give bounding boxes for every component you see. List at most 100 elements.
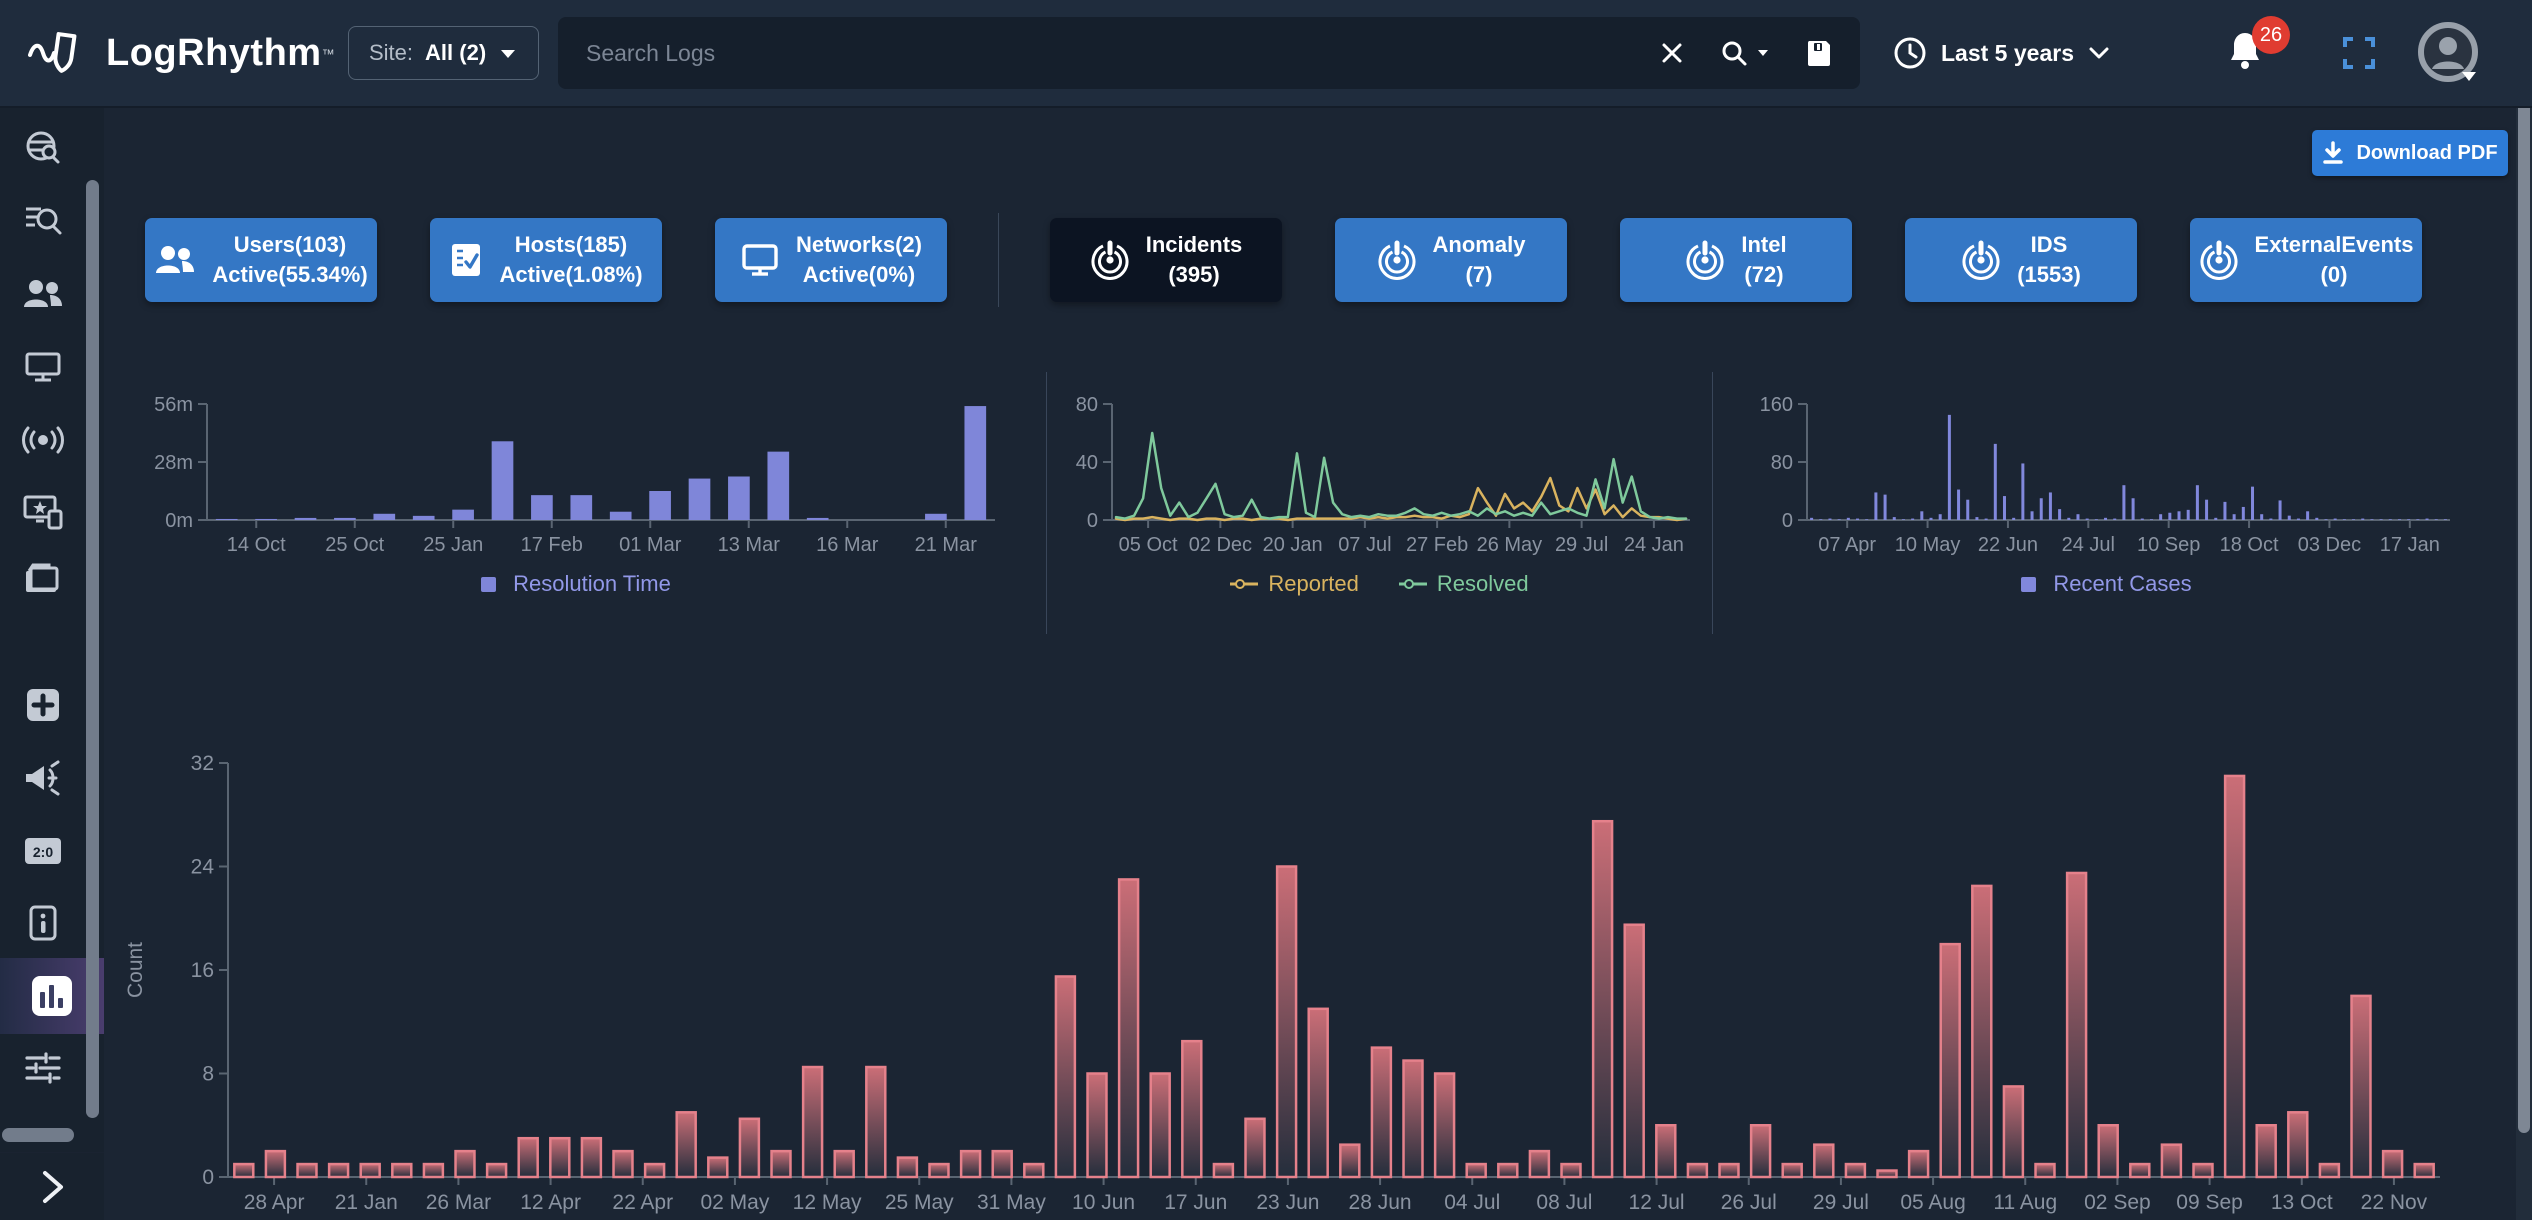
bar [1907,1149,1930,1179]
bar [896,1156,919,1179]
time-range-value: Last 5 years [1941,39,2074,66]
bar [2085,518,2089,520]
bar [1212,1162,1235,1179]
page-scrollbar-thumb[interactable] [2518,25,2530,1133]
sidebar-item-add[interactable] [0,673,86,737]
search-bar [558,17,1860,89]
bar [454,1149,476,1179]
bar [1591,819,1614,1179]
bar [294,517,317,520]
sidebar-item-deployment-monitor[interactable] [0,480,86,544]
site-selector[interactable]: Site: All (2) [348,26,540,80]
svg-text:80: 80 [1075,394,1097,416]
bar [1465,1162,1487,1179]
svg-text:26 May: 26 May [1476,534,1542,556]
legend-marker-icon [1398,579,1427,589]
bar [964,406,987,520]
card-incidents[interactable]: Incidents (395) [1050,218,1282,302]
chevron-down-icon [501,50,516,58]
search-input[interactable] [586,39,1660,67]
sidebar-item-reports[interactable] [0,891,86,955]
device-star-icon [23,495,63,530]
user-menu[interactable] [2418,22,2478,82]
bar [2425,518,2429,520]
bar [1370,1046,1393,1179]
card-external-events[interactable]: ExternalEvents (0) [2190,218,2422,302]
search-submit-button[interactable] [1720,39,1770,67]
svg-text:28m: 28m [154,452,193,474]
download-pdf-button[interactable]: Download PDF [2312,130,2508,176]
pulse-icon [1091,240,1129,280]
svg-text:29 Jul: 29 Jul [1813,1191,1869,1214]
sidebar-item-network-activity[interactable] [0,408,86,472]
bar [865,1065,887,1179]
reported-resolved-chart: 0 40 80 05 Oct 02 Dec 20 Jan 07 Jul 27 Feb 26 Ma… [1075,394,1690,556]
bar [1874,492,1878,520]
sidebar-item-users[interactable] [0,262,86,326]
clear-search-button[interactable] [1660,41,1684,65]
bar [373,513,396,520]
svg-text:02 May: 02 May [700,1191,769,1214]
svg-text:16: 16 [191,959,214,982]
download-icon [2323,141,2344,164]
svg-text:20 Jan: 20 Jan [1262,534,1322,556]
time-range-selector[interactable]: Last 5 years [1893,0,2110,106]
bar [2065,871,2088,1179]
chevron-down-icon [2089,47,2109,59]
bar [570,495,593,520]
sidebar-scrollbar-horizontal[interactable] [2,1128,74,1142]
sidebar-item-hosts[interactable] [0,335,86,399]
card-users[interactable]: Users(103) Active(55.34%) [145,218,377,302]
avatar-icon [2418,22,2478,82]
bar [1718,1162,1740,1179]
pulse-icon [2200,240,2237,280]
card-intel[interactable]: Intel (72) [1620,218,1852,302]
bar [2379,519,2383,520]
bar [2214,517,2218,520]
sidebar-expand-button[interactable] [0,1152,104,1220]
bar [1810,517,1814,520]
bar [2407,519,2411,520]
sidebar-item-announcements[interactable] [0,746,86,810]
bar [2397,519,2401,520]
bar [2388,519,2392,520]
legend-item[interactable]: Reported [1230,571,1359,597]
save-search-button[interactable] [1806,39,1832,67]
legend-item[interactable]: Resolved [1398,571,1529,597]
sidebar-item-threat-discovery[interactable] [0,116,86,180]
bar [1433,1072,1456,1179]
sidebar-item-cases[interactable] [0,546,86,610]
card-networks[interactable]: Networks(2) Active(0%) [715,218,947,302]
sidebar-scrollbar-vertical[interactable] [86,180,99,1118]
bar [359,1162,381,1179]
svg-text:25 Oct: 25 Oct [325,534,384,556]
fullscreen-button[interactable] [2342,36,2376,75]
card-anomaly[interactable]: Anomaly (7) [1335,218,1567,302]
bar [2097,1124,2119,1179]
notifications-button[interactable]: 26 [2226,16,2290,86]
bar [2159,514,2163,520]
legend-item[interactable]: Recent Cases [2015,571,2192,597]
site-label: Site: [369,40,414,65]
sidebar-item-scorecard[interactable]: 2:0 [0,818,86,882]
card-title: Hosts(185) [514,232,628,257]
card-hosts[interactable]: Hosts(185) Active(1.08%) [430,218,662,302]
bar [1117,878,1140,1179]
sidebar-item-settings[interactable] [0,1036,86,1100]
card-subtitle: Active(1.08%) [499,262,643,287]
svg-text:14 Oct: 14 Oct [227,534,286,556]
topbar: LogRhythm™ Site: All (2) Last 5 years [0,0,2532,106]
bar [412,515,435,520]
svg-text:2:0: 2:0 [33,844,53,860]
bar [2223,501,2227,520]
sidebar-item-search[interactable] [0,189,86,253]
card-ids[interactable]: IDS (1553) [1905,218,2137,302]
bar [215,518,238,520]
legend-item[interactable]: Resolution Time [475,571,671,597]
bar [264,1149,287,1179]
bar [2048,492,2052,520]
bar [1856,518,1860,520]
svg-text:23 Jun: 23 Jun [1256,1191,1319,1214]
bar [2002,496,2006,520]
bar [2113,518,2117,520]
